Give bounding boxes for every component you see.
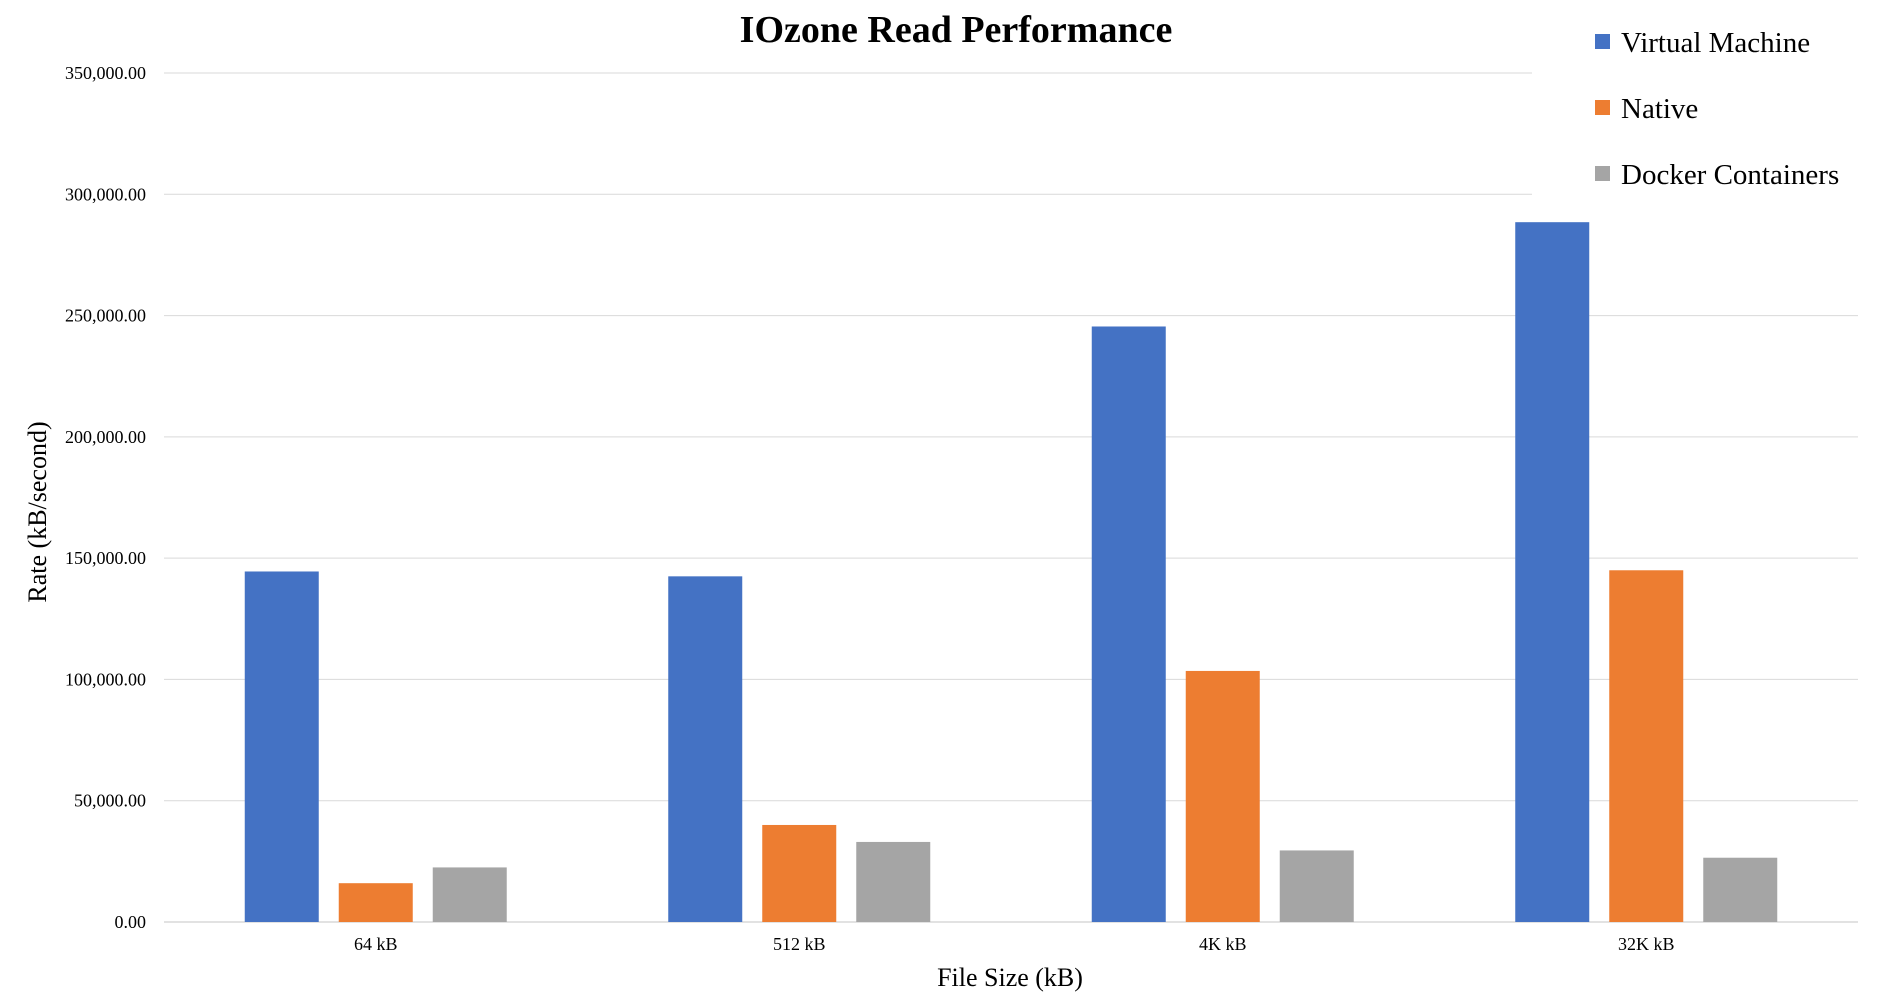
y-axis-title: Rate (kB/second) — [23, 421, 52, 602]
bars — [244, 222, 1778, 923]
bar-native-3 — [1609, 570, 1684, 922]
x-tick-label: 4K kB — [1199, 934, 1247, 954]
bar-virtual-machine-0 — [244, 571, 319, 922]
chart-title: IOzone Read Performance — [740, 9, 1173, 51]
y-axis-tick-labels: 0.00 50,000.00 100,000.00 150,000.00 200,000… — [65, 63, 146, 932]
bar-native-2 — [1185, 670, 1260, 922]
y-tick-label: 250,000.00 — [65, 306, 146, 326]
bar-docker-containers-3 — [1703, 857, 1778, 922]
bar-virtual-machine-2 — [1091, 326, 1166, 922]
legend-swatch — [1595, 166, 1610, 181]
bar-docker-containers-2 — [1279, 850, 1354, 922]
y-tick-label: 0.00 — [115, 912, 147, 932]
x-axis-title: File Size (kB) — [937, 963, 1083, 992]
x-tick-label: 32K kB — [1618, 934, 1675, 954]
x-axis-tick-labels: 64 kB 512 kB 4K kB 32K kB — [354, 934, 1675, 954]
bar-native-1 — [762, 824, 837, 922]
legend: Virtual Machine Native Docker Containers — [1595, 27, 1839, 191]
bar-virtual-machine-1 — [668, 576, 743, 922]
legend-label: Virtual Machine — [1621, 27, 1810, 59]
bar-native-0 — [338, 883, 413, 922]
bar-virtual-machine-3 — [1515, 222, 1590, 923]
legend-swatch — [1595, 100, 1610, 115]
y-tick-label: 200,000.00 — [65, 427, 146, 447]
y-tick-label: 300,000.00 — [65, 184, 146, 204]
bar-docker-containers-1 — [856, 841, 931, 922]
y-tick-label: 50,000.00 — [74, 791, 146, 811]
x-tick-label: 512 kB — [773, 934, 826, 954]
bar-docker-containers-0 — [432, 867, 507, 922]
x-tick-label: 64 kB — [354, 934, 398, 954]
y-tick-label: 150,000.00 — [65, 548, 146, 568]
legend-label: Docker Containers — [1621, 159, 1839, 191]
gridlines — [164, 72, 1858, 923]
legend-swatch — [1595, 34, 1610, 49]
y-tick-label: 350,000.00 — [65, 63, 146, 83]
legend-label: Native — [1621, 93, 1698, 125]
y-tick-label: 100,000.00 — [65, 669, 146, 689]
